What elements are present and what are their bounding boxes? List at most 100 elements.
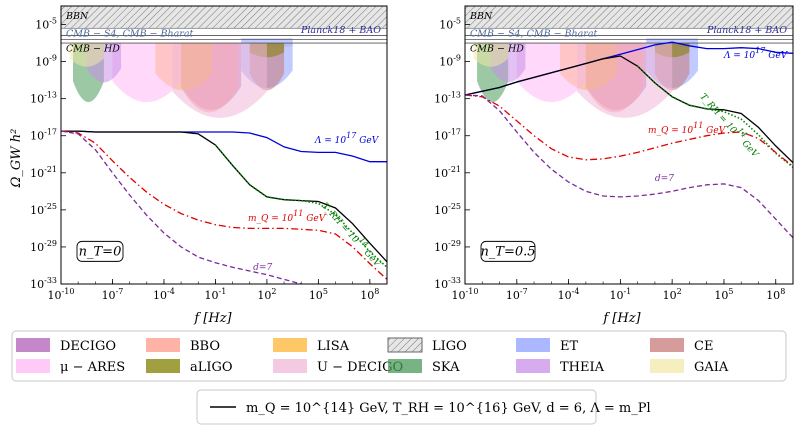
legend-swatch--ares bbox=[16, 359, 50, 373]
detector-region-u-decigo bbox=[577, 43, 673, 118]
lambda-annotation: Λ = 1017 GeV bbox=[723, 46, 789, 61]
legend-swatch-aligo bbox=[146, 359, 180, 373]
y-tick-label: 10-9 bbox=[439, 54, 461, 69]
detector-region-gaia bbox=[473, 43, 509, 67]
cmb-s4-label: CMB − S4, CMB − Bharat bbox=[66, 29, 194, 40]
x-tick-label: 102 bbox=[663, 287, 682, 302]
detector-region-gaia bbox=[69, 43, 104, 67]
series-line-1 bbox=[465, 55, 793, 164]
legend-label: μ − ARES bbox=[60, 360, 125, 375]
legend-label: GAIA bbox=[694, 360, 729, 375]
y-tick-label: 10-13 bbox=[30, 91, 57, 106]
series-line-2 bbox=[637, 65, 793, 168]
legend-swatch-bbo bbox=[146, 338, 180, 352]
y-tick-label: 10-29 bbox=[434, 239, 461, 254]
legend-label: ET bbox=[560, 339, 578, 354]
bbn-label: BBN bbox=[469, 11, 493, 22]
planck-label: Planck18 + BAO bbox=[706, 25, 787, 36]
y-tick-label: 10-9 bbox=[35, 54, 57, 69]
cmb-hd-label: CMB − HD bbox=[66, 43, 120, 54]
legend-swatch-ska bbox=[388, 359, 422, 373]
legend-label: DECIGO bbox=[60, 339, 116, 354]
spectral-index-box bbox=[480, 240, 536, 262]
legend-swatch-decigo bbox=[16, 338, 50, 352]
y-tick-label: 10-5 bbox=[35, 17, 57, 32]
right-panel: BBN Planck18 + BAO CMB − S4, CMB − Bharat C… bbox=[434, 5, 794, 302]
detector-region--ares bbox=[112, 43, 182, 103]
cmb-s4-label: CMB − S4, CMB − Bharat bbox=[470, 29, 598, 40]
plot-area: BBN Planck18 + BAO CMB − S4, CMB − Bharat C… bbox=[61, 6, 387, 284]
x-axis-label-left: f [Hz] bbox=[193, 311, 232, 326]
y-tick-label: 10-25 bbox=[434, 202, 461, 217]
series-line-4 bbox=[465, 94, 793, 239]
x-tick-label: 10-4 bbox=[153, 287, 175, 302]
spectral-index-label: n_T=0.5 bbox=[480, 244, 535, 259]
series-line-3 bbox=[465, 94, 793, 167]
x-tick-label: 108 bbox=[360, 287, 379, 302]
x-axis-label-right: f [Hz] bbox=[602, 311, 641, 326]
legend-swatch-et bbox=[516, 338, 550, 352]
x-tick-label: 108 bbox=[766, 287, 785, 302]
legend-swatch-u-decigo bbox=[273, 359, 307, 373]
mq-annotation: m_Q = 1011 GeV bbox=[248, 209, 327, 224]
y-tick-label: 10-21 bbox=[30, 165, 57, 180]
legend-swatch-gaia bbox=[650, 359, 684, 373]
y-tick-label: 10-13 bbox=[434, 91, 461, 106]
legend-label: CE bbox=[694, 339, 713, 354]
x-tick-label: 10-4 bbox=[558, 287, 580, 302]
legend-label: THEIA bbox=[560, 360, 605, 375]
left-panel: BBN Planck18 + BAO CMB − S4, CMB − Bharat C… bbox=[30, 5, 388, 302]
x-tick-label: 10-7 bbox=[102, 287, 124, 302]
spectral-index-label: n_T=0 bbox=[79, 244, 122, 259]
x-tick-label: 10-1 bbox=[205, 287, 227, 302]
detector-region-u-decigo bbox=[172, 43, 267, 118]
y-tick-label: 10-5 bbox=[439, 17, 461, 32]
x-tick-label: 10-10 bbox=[452, 287, 479, 302]
x-tick-label: 10-10 bbox=[48, 287, 75, 302]
legend-swatch-theia bbox=[516, 359, 550, 373]
legend-label: BBO bbox=[190, 339, 220, 354]
d-annotation: d=7 bbox=[655, 174, 674, 184]
x-tick-label: 10-1 bbox=[609, 287, 631, 302]
x-tick-label: 105 bbox=[309, 287, 328, 302]
detector-legend: DECIGO BBO LISA LIGO ET CE μ − ARES aLIGO U − DE… bbox=[11, 330, 787, 382]
y-tick-label: 10-17 bbox=[434, 128, 461, 143]
axes-frame bbox=[464, 5, 794, 285]
axes-frame bbox=[60, 5, 388, 285]
series-line-3 bbox=[61, 130, 387, 280]
x-tick-label: 105 bbox=[714, 287, 733, 302]
legend-swatch-ligo bbox=[387, 337, 423, 353]
y-axis-label: Ω_GW h² bbox=[9, 129, 24, 189]
legend-label: aLIGO bbox=[190, 360, 233, 375]
bbn-band bbox=[465, 6, 793, 29]
planck-label: Planck18 + BAO bbox=[300, 25, 381, 36]
x-tick-label: 10-7 bbox=[506, 287, 528, 302]
series-line-1 bbox=[61, 130, 387, 263]
legend-swatch-lisa bbox=[273, 338, 307, 352]
series-line-4 bbox=[61, 130, 304, 284]
lambda-annotation: Λ = 1017 GeV bbox=[314, 131, 380, 146]
d-annotation: d=7 bbox=[253, 263, 272, 273]
mq-annotation: m_Q = 1011 GeV bbox=[648, 121, 727, 136]
cmb-hd-label: CMB − HD bbox=[470, 43, 524, 54]
legend-label: LIGO bbox=[432, 339, 467, 354]
legend-label: U − DECIGO bbox=[317, 360, 403, 375]
legend-swatch-ce bbox=[650, 338, 684, 352]
bbn-label: BBN bbox=[65, 11, 89, 22]
reference-legend-label: m_Q = 10^{14} GeV, T_RH = 10^{16} GeV, d… bbox=[246, 401, 651, 416]
reference-legend: m_Q = 10^{14} GeV, T_RH = 10^{16} GeV, d… bbox=[196, 389, 651, 425]
y-tick-label: 10-29 bbox=[30, 239, 57, 254]
x-tick-label: 102 bbox=[257, 287, 276, 302]
series-line-2 bbox=[214, 144, 387, 268]
y-tick-label: 10-17 bbox=[30, 128, 57, 143]
spectral-index-box bbox=[76, 240, 124, 262]
legend-label: LISA bbox=[317, 339, 350, 354]
legend-label: SKA bbox=[432, 360, 460, 375]
bbn-band bbox=[61, 6, 387, 29]
y-tick-label: 10-21 bbox=[434, 165, 461, 180]
y-tick-label: 10-33 bbox=[30, 276, 57, 291]
trh-annotation: T_RH = 1014 GeV bbox=[320, 198, 387, 270]
y-tick-label: 10-25 bbox=[30, 202, 57, 217]
y-tick-label: 10-33 bbox=[434, 276, 461, 291]
